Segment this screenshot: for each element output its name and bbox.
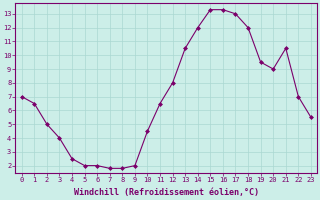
X-axis label: Windchill (Refroidissement éolien,°C): Windchill (Refroidissement éolien,°C): [74, 188, 259, 197]
